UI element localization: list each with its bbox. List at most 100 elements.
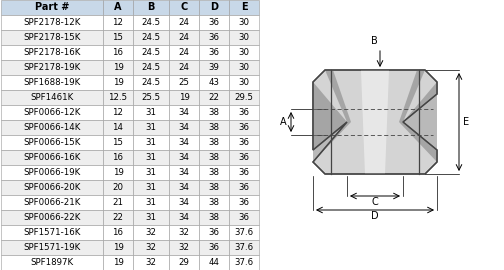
- Text: 34: 34: [178, 153, 190, 162]
- Text: SPF2178-19K: SPF2178-19K: [23, 63, 81, 72]
- Bar: [1, 30, 103, 45]
- Text: 19: 19: [112, 168, 123, 177]
- Text: 37.6: 37.6: [234, 258, 254, 267]
- Text: 31: 31: [146, 213, 157, 222]
- Bar: [1, 15, 103, 30]
- Bar: [1, 225, 103, 240]
- Text: 22: 22: [112, 213, 123, 222]
- Bar: [1, 120, 103, 135]
- Bar: [229, 15, 259, 30]
- Text: A: A: [280, 117, 287, 127]
- Text: 37.6: 37.6: [234, 228, 254, 237]
- Text: 24: 24: [178, 63, 190, 72]
- Bar: [1, 180, 103, 195]
- Text: 24.5: 24.5: [142, 63, 161, 72]
- Bar: [229, 45, 259, 60]
- Bar: [133, 0, 169, 15]
- Text: 16: 16: [112, 48, 123, 57]
- Text: 31: 31: [146, 123, 157, 132]
- Bar: [1, 150, 103, 165]
- Text: 16: 16: [112, 228, 123, 237]
- Bar: [133, 135, 169, 150]
- Text: 30: 30: [238, 63, 249, 72]
- Bar: [1, 75, 103, 90]
- Text: 32: 32: [178, 228, 190, 237]
- Bar: [199, 15, 229, 30]
- Bar: [133, 240, 169, 255]
- Text: 20: 20: [112, 183, 123, 192]
- Text: 30: 30: [238, 18, 249, 27]
- Bar: [133, 150, 169, 165]
- Text: 37.6: 37.6: [234, 243, 254, 252]
- Bar: [169, 105, 199, 120]
- Text: 16: 16: [112, 153, 123, 162]
- Text: 36: 36: [209, 18, 220, 27]
- Text: C: C: [180, 2, 187, 12]
- Bar: [133, 90, 169, 105]
- Bar: [229, 210, 259, 225]
- Bar: [1, 90, 103, 105]
- Text: 31: 31: [146, 153, 157, 162]
- Bar: [169, 45, 199, 60]
- Text: 38: 38: [209, 168, 220, 177]
- Bar: [169, 0, 199, 15]
- Text: D: D: [371, 211, 379, 221]
- Text: 24: 24: [178, 33, 190, 42]
- Text: 38: 38: [209, 183, 220, 192]
- Bar: [169, 180, 199, 195]
- Bar: [103, 90, 133, 105]
- Text: SPF1571-19K: SPF1571-19K: [23, 243, 81, 252]
- Bar: [1, 240, 103, 255]
- Text: 36: 36: [209, 48, 220, 57]
- Text: SPF1897K: SPF1897K: [30, 258, 74, 267]
- Text: 12: 12: [112, 18, 123, 27]
- Text: 22: 22: [209, 93, 220, 102]
- Text: 34: 34: [178, 108, 190, 117]
- Text: 36: 36: [209, 228, 220, 237]
- Bar: [103, 105, 133, 120]
- Text: 25.5: 25.5: [142, 93, 161, 102]
- Bar: [103, 45, 133, 60]
- Bar: [199, 150, 229, 165]
- Text: SPF0066-21K: SPF0066-21K: [23, 198, 81, 207]
- Bar: [133, 75, 169, 90]
- Bar: [133, 225, 169, 240]
- Text: B: B: [147, 2, 155, 12]
- Bar: [1, 255, 103, 270]
- Text: 36: 36: [238, 123, 249, 132]
- Text: 36: 36: [238, 138, 249, 147]
- Bar: [199, 210, 229, 225]
- Bar: [1, 135, 103, 150]
- Polygon shape: [313, 70, 437, 174]
- Text: 25: 25: [178, 78, 190, 87]
- Text: SPF0066-14K: SPF0066-14K: [23, 123, 81, 132]
- Bar: [199, 195, 229, 210]
- Bar: [229, 30, 259, 45]
- Text: 30: 30: [238, 33, 249, 42]
- Bar: [103, 195, 133, 210]
- Text: SPF1461K: SPF1461K: [30, 93, 74, 102]
- Bar: [169, 75, 199, 90]
- Polygon shape: [313, 70, 351, 162]
- Text: 34: 34: [178, 168, 190, 177]
- Text: 31: 31: [146, 108, 157, 117]
- Bar: [169, 60, 199, 75]
- Bar: [133, 15, 169, 30]
- Bar: [1, 45, 103, 60]
- Bar: [103, 120, 133, 135]
- Bar: [103, 150, 133, 165]
- Text: SPF2178-15K: SPF2178-15K: [23, 33, 81, 42]
- Bar: [103, 30, 133, 45]
- Text: 15: 15: [112, 138, 123, 147]
- Text: 24.5: 24.5: [142, 18, 161, 27]
- Text: SPF0066-19K: SPF0066-19K: [23, 168, 81, 177]
- Bar: [169, 195, 199, 210]
- Bar: [199, 75, 229, 90]
- Bar: [133, 105, 169, 120]
- Bar: [103, 240, 133, 255]
- Text: E: E: [463, 117, 469, 127]
- Text: 36: 36: [238, 153, 249, 162]
- Bar: [199, 255, 229, 270]
- Text: 24.5: 24.5: [142, 78, 161, 87]
- Text: 36: 36: [238, 183, 249, 192]
